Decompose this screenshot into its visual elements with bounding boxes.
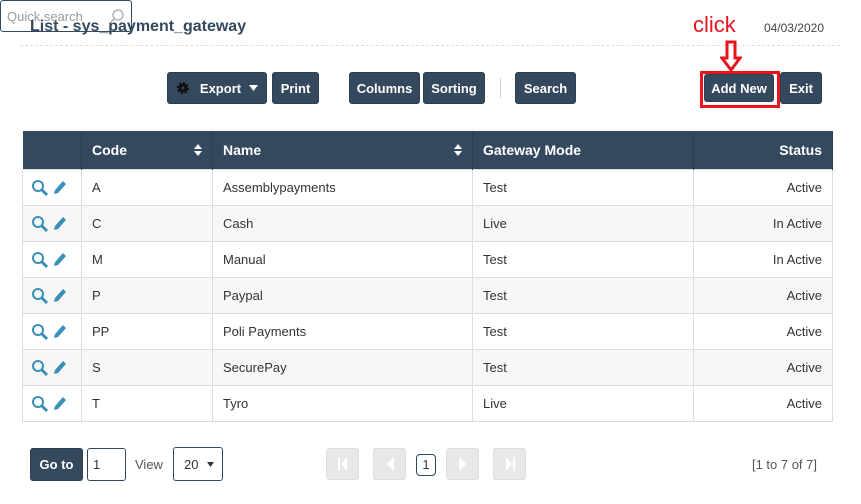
- view-icon[interactable]: [31, 323, 49, 341]
- cell-name: Assemblypayments: [212, 169, 473, 206]
- first-page-icon: [337, 457, 347, 471]
- cell-code: S: [81, 349, 213, 386]
- current-page[interactable]: 1: [416, 454, 436, 476]
- view-icon[interactable]: [31, 215, 49, 233]
- cell-name: Manual: [212, 241, 473, 278]
- view-icon[interactable]: [31, 179, 49, 197]
- table-row: S SecurePay Test Active: [22, 349, 833, 386]
- table-row: M Manual Test In Active: [22, 241, 833, 278]
- col-code[interactable]: Code: [81, 131, 213, 170]
- view-label: View: [135, 457, 163, 472]
- cell-code: M: [81, 241, 213, 278]
- page-input[interactable]: 1: [87, 448, 126, 481]
- col-actions: [22, 131, 82, 170]
- last-page-icon: [505, 457, 515, 471]
- cell-code: T: [81, 385, 213, 422]
- cell-mode: Live: [472, 385, 694, 422]
- cell-mode: Test: [472, 241, 694, 278]
- cell-status: Active: [693, 385, 833, 422]
- edit-icon[interactable]: [53, 216, 67, 232]
- col-status: Status: [693, 131, 833, 170]
- caret-down-icon: [207, 461, 214, 467]
- cell-code: PP: [81, 313, 213, 350]
- search-button[interactable]: Search: [515, 72, 576, 104]
- cell-code: P: [81, 277, 213, 314]
- cell-mode: Test: [472, 313, 694, 350]
- caret-down-icon: [249, 85, 259, 91]
- cell-status: Active: [693, 277, 833, 314]
- edit-icon[interactable]: [53, 324, 67, 340]
- prev-page-button[interactable]: [373, 448, 406, 480]
- cell-mode: Test: [472, 169, 694, 206]
- search-icon: [110, 9, 124, 23]
- table-row: C Cash Live In Active: [22, 205, 833, 242]
- sort-icon: [194, 144, 202, 156]
- next-page-button[interactable]: [446, 448, 479, 480]
- columns-button[interactable]: Columns: [349, 72, 420, 104]
- first-page-button[interactable]: [326, 448, 359, 480]
- date: 04/03/2020: [763, 21, 824, 35]
- cell-mode: Test: [472, 349, 694, 386]
- cell-status: In Active: [693, 241, 833, 278]
- cell-name: Poli Payments: [212, 313, 473, 350]
- table-row: T Tyro Live Active: [22, 385, 833, 422]
- table-row: A Assemblypayments Test Active: [22, 169, 833, 206]
- highlight-box: [700, 71, 780, 108]
- sorting-button[interactable]: Sorting: [423, 72, 485, 104]
- view-icon[interactable]: [31, 251, 49, 269]
- cell-code: C: [81, 205, 213, 242]
- exit-button[interactable]: Exit: [780, 72, 822, 104]
- gear-icon: [176, 82, 189, 94]
- cell-mode: Live: [472, 205, 694, 242]
- edit-icon[interactable]: [53, 396, 67, 412]
- table-row: P Paypal Test Active: [22, 277, 833, 314]
- print-button[interactable]: Print: [272, 72, 319, 104]
- click-annotation: click: [693, 12, 736, 37]
- edit-icon[interactable]: [53, 252, 67, 268]
- prev-page-icon: [386, 457, 394, 471]
- table-row: PP Poli Payments Test Active: [22, 313, 833, 350]
- data-table: Code Name Gateway Mode Status A Assembly…: [22, 131, 833, 422]
- arrow-down-icon: [720, 40, 742, 72]
- go-to-button[interactable]: Go to: [30, 448, 83, 481]
- view-icon[interactable]: [31, 287, 49, 305]
- edit-icon[interactable]: [53, 288, 67, 304]
- cell-status: Active: [693, 169, 833, 206]
- last-page-button[interactable]: [493, 448, 526, 480]
- cell-name: Cash: [212, 205, 473, 242]
- record-count: [1 to 7 of 7]: [751, 457, 817, 472]
- view-icon[interactable]: [31, 359, 49, 377]
- cell-name: Tyro: [212, 385, 473, 422]
- cell-status: Active: [693, 313, 833, 350]
- cell-name: Paypal: [212, 277, 473, 314]
- sort-icon: [454, 144, 462, 156]
- cell-mode: Test: [472, 277, 694, 314]
- view-icon[interactable]: [31, 395, 49, 413]
- add-new-button[interactable]: Add New: [704, 74, 774, 102]
- col-gateway-mode: Gateway Mode: [472, 131, 694, 170]
- edit-icon[interactable]: [53, 180, 67, 196]
- cell-code: A: [81, 169, 213, 206]
- cell-name: SecurePay: [212, 349, 473, 386]
- cell-status: Active: [693, 349, 833, 386]
- page-title: List - sys_payment_gateway: [30, 18, 247, 35]
- quick-search-input[interactable]: Quick search: [0, 0, 132, 32]
- next-page-icon: [458, 457, 466, 471]
- separator: [500, 78, 501, 98]
- cell-status: In Active: [693, 205, 833, 242]
- col-name[interactable]: Name: [212, 131, 473, 170]
- edit-icon[interactable]: [53, 360, 67, 376]
- page-size-select[interactable]: 20: [173, 447, 223, 481]
- divider: [20, 45, 840, 46]
- export-button[interactable]: Export: [167, 72, 267, 104]
